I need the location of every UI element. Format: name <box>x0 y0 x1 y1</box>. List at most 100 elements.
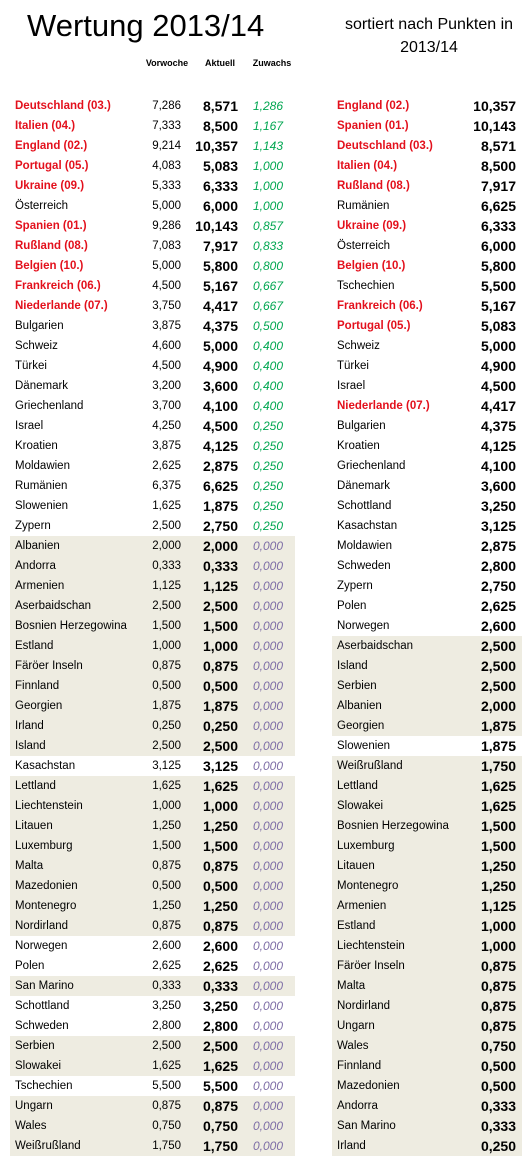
vorwoche-value: 4,083 <box>152 160 181 172</box>
country-name: Luxemburg <box>15 840 73 852</box>
table-row: Griechenland 3,700 4,100 0,400 <box>10 396 295 416</box>
country-name: Tschechien <box>337 280 395 292</box>
points-value: 4,900 <box>480 358 516 374</box>
table-row: Kasachstan 3,125 3,125 0,000 <box>10 756 295 776</box>
table-row: Liechtenstein 1,000 1,000 0,000 <box>10 796 295 816</box>
country-name: Georgien <box>337 720 385 732</box>
country-name: Bosnien Herzegowina <box>337 820 449 832</box>
table-row: Deutschland (03.) 8,571 <box>332 136 522 156</box>
zuwachs-value: 1,000 <box>252 179 283 193</box>
vorwoche-value: 5,000 <box>152 260 181 272</box>
table-row: Mazedonien 0,500 0,500 0,000 <box>10 876 295 896</box>
vorwoche-value: 4,600 <box>152 340 181 352</box>
table-row: Kasachstan 3,125 <box>332 516 522 536</box>
aktuell-value: 2,500 <box>202 598 238 614</box>
column-header-aktuell: Aktuell <box>204 58 235 68</box>
table-row: Türkei 4,500 4,900 0,400 <box>10 356 295 376</box>
country-name: Finnland <box>337 1060 382 1072</box>
points-value: 4,125 <box>480 438 516 454</box>
country-name: Schweiz <box>15 340 58 352</box>
table-row: San Marino 0,333 <box>332 1116 522 1136</box>
country-name: Nordirland <box>15 920 69 932</box>
table-row: Portugal (05.) 5,083 <box>332 316 522 336</box>
country-name: Österreich <box>337 240 391 252</box>
vorwoche-value: 4,500 <box>152 280 181 292</box>
country-name: Liechtenstein <box>15 800 83 812</box>
zuwachs-value: 0,400 <box>252 359 283 373</box>
vorwoche-value: 1,625 <box>152 1060 181 1072</box>
points-value: 8,571 <box>480 138 516 154</box>
country-name: Deutschland (03.) <box>337 140 433 152</box>
country-name: Schweden <box>337 560 391 572</box>
country-name: Deutschland (03.) <box>15 100 111 112</box>
zuwachs-value: 0,000 <box>252 819 283 833</box>
table-row: Andorra 0,333 0,333 0,000 <box>10 556 295 576</box>
table-row: Griechenland 4,100 <box>332 456 522 476</box>
table-row: Slowakei 1,625 1,625 0,000 <box>10 1056 295 1076</box>
vorwoche-value: 1,750 <box>152 1140 181 1152</box>
aktuell-value: 0,250 <box>202 718 238 734</box>
zuwachs-value: 0,000 <box>252 879 283 893</box>
country-name: Portugal (05.) <box>337 320 411 332</box>
aktuell-value: 0,333 <box>202 978 238 994</box>
table-row: Slowenien 1,625 1,875 0,250 <box>10 496 295 516</box>
zuwachs-value: 0,667 <box>252 299 283 313</box>
zuwachs-value: 0,000 <box>252 779 283 793</box>
table-row: Malta 0,875 0,875 0,000 <box>10 856 295 876</box>
country-name: England (02.) <box>15 140 88 152</box>
zuwachs-value: 0,250 <box>252 479 283 493</box>
table-row: Finnland 0,500 <box>332 1056 522 1076</box>
aktuell-value: 1,625 <box>202 1058 238 1074</box>
table-row: Litauen 1,250 1,250 0,000 <box>10 816 295 836</box>
aktuell-value: 4,375 <box>202 318 238 334</box>
zuwachs-value: 0,000 <box>252 1059 283 1073</box>
aktuell-value: 1,250 <box>202 818 238 834</box>
country-name: Spanien (01.) <box>337 120 409 132</box>
aktuell-value: 0,500 <box>202 878 238 894</box>
vorwoche-value: 0,333 <box>152 560 181 572</box>
country-name: Frankreich (06.) <box>15 280 101 292</box>
points-value: 3,600 <box>480 478 516 494</box>
vorwoche-value: 2,500 <box>152 600 181 612</box>
country-name: Türkei <box>15 360 47 372</box>
zuwachs-value: 0,000 <box>252 1139 283 1153</box>
zuwachs-value: 0,000 <box>252 919 283 933</box>
vorwoche-value: 3,750 <box>152 300 181 312</box>
points-value: 1,500 <box>480 838 516 854</box>
points-value: 2,800 <box>480 558 516 574</box>
vorwoche-value: 3,200 <box>152 380 181 392</box>
points-value: 6,000 <box>480 238 516 254</box>
points-value: 0,875 <box>480 958 516 974</box>
table-row: Kroatien 4,125 <box>332 436 522 456</box>
table-row: Ungarn 0,875 <box>332 1016 522 1036</box>
country-name: Wales <box>15 1120 47 1132</box>
zuwachs-value: 0,000 <box>252 959 283 973</box>
vorwoche-value: 7,286 <box>152 100 181 112</box>
table-row: Schweiz 4,600 5,000 0,400 <box>10 336 295 356</box>
zuwachs-value: 0,000 <box>252 1099 283 1113</box>
country-name: Ukraine (09.) <box>337 220 407 232</box>
points-value: 0,333 <box>480 1118 516 1134</box>
country-name: Aserbaidschan <box>15 600 92 612</box>
country-name: Türkei <box>337 360 369 372</box>
points-value: 2,750 <box>480 578 516 594</box>
points-value: 1,625 <box>480 778 516 794</box>
zuwachs-value: 0,857 <box>252 219 283 233</box>
country-name: Nordirland <box>337 1000 391 1012</box>
aktuell-value: 4,417 <box>202 298 238 314</box>
zuwachs-value: 0,000 <box>252 979 283 993</box>
table-row: Belgien (10.) 5,000 5,800 0,800 <box>10 256 295 276</box>
zuwachs-value: 0,833 <box>252 239 283 253</box>
table-row: Polen 2,625 2,625 0,000 <box>10 956 295 976</box>
country-name: San Marino <box>337 1120 396 1132</box>
country-name: Belgien (10.) <box>15 260 84 272</box>
vorwoche-value: 1,625 <box>152 500 181 512</box>
zuwachs-value: 0,250 <box>252 459 283 473</box>
table-row: Italien (04.) 8,500 <box>332 156 522 176</box>
country-name: Bosnien Herzegowina <box>15 620 127 632</box>
zuwachs-value: 0,000 <box>252 599 283 613</box>
table-row: Andorra 0,333 <box>332 1096 522 1116</box>
vorwoche-value: 2,500 <box>152 1040 181 1052</box>
table-row: Kroatien 3,875 4,125 0,250 <box>10 436 295 456</box>
aktuell-value: 1,750 <box>202 1138 238 1154</box>
